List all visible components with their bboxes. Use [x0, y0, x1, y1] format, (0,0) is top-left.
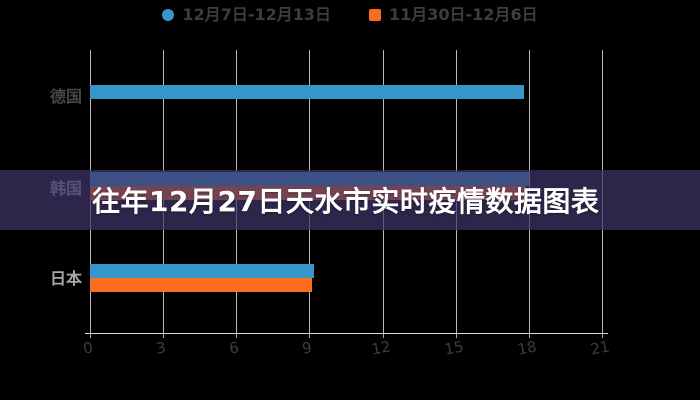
chart-legend: 12月7日-12月13日 11月30日-12月6日	[0, 5, 700, 25]
x-axis-tick-label: 6	[228, 338, 241, 358]
legend-marker-blue-icon	[162, 9, 175, 21]
y-axis-label-germany: 德国	[49, 87, 82, 106]
legend-label: 11月30日-12月6日	[389, 5, 538, 24]
legend-label: 12月7日-12月13日	[182, 5, 331, 24]
x-axis-tick-label: 18	[515, 337, 538, 359]
legend-marker-orange-icon	[369, 9, 381, 21]
bar-japan-series1	[90, 278, 312, 292]
x-axis-tick	[90, 333, 91, 338]
x-axis-tick-label: 15	[442, 337, 465, 359]
x-axis-line	[85, 333, 608, 334]
x-axis-tick	[382, 333, 384, 338]
x-axis-tick	[236, 333, 238, 338]
legend-item-nov30-dec6[interactable]: 11月30日-12月6日	[369, 5, 538, 25]
bar-japan-series0	[90, 264, 315, 278]
chart-title: 往年12月27日天水市实时疫情数据图表	[92, 185, 600, 218]
bar-germany-series0	[90, 85, 524, 99]
x-axis-tick	[455, 333, 457, 338]
title-banner-overlay: 往年12月27日天水市实时疫情数据图表	[0, 170, 700, 230]
x-axis-tick-label: 3	[154, 338, 168, 358]
legend-item-dec7-13[interactable]: 12月7日-12月13日	[162, 5, 331, 25]
x-axis-tick-label: 0	[81, 338, 95, 358]
y-axis-label-japan: 日本	[49, 269, 82, 288]
x-axis-tick-label: 21	[589, 337, 611, 359]
x-axis-tick	[309, 333, 311, 338]
x-axis-tick	[528, 333, 530, 338]
x-axis-tick-label: 12	[369, 337, 392, 359]
x-axis-tick	[602, 333, 603, 338]
x-axis-tick-label: 9	[301, 338, 314, 358]
x-axis-tick	[163, 333, 165, 338]
